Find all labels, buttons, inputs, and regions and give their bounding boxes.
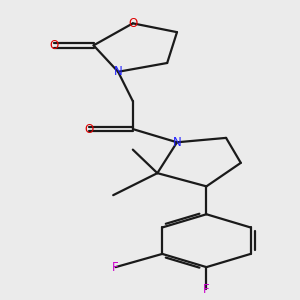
Text: N: N bbox=[172, 136, 182, 149]
Text: F: F bbox=[203, 283, 210, 296]
Text: O: O bbox=[50, 39, 59, 52]
Text: O: O bbox=[84, 123, 93, 136]
Text: O: O bbox=[128, 17, 137, 30]
Text: F: F bbox=[112, 261, 119, 274]
Text: N: N bbox=[114, 65, 122, 78]
